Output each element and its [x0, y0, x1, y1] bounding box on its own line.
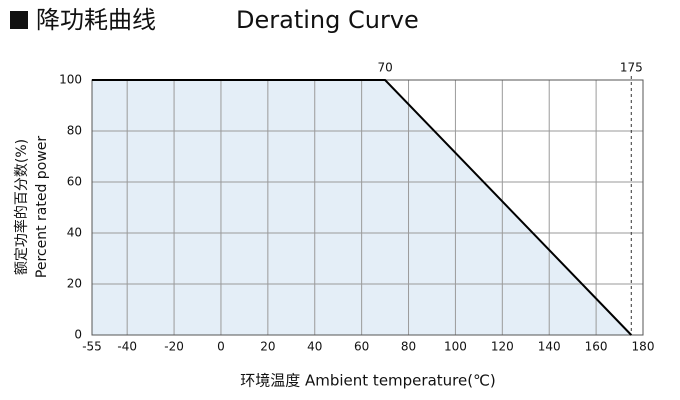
- x-tick-label: 20: [260, 340, 275, 354]
- x-tick-label: -20: [164, 340, 184, 354]
- x-tick-label: 180: [632, 340, 655, 354]
- title-marker: [10, 11, 28, 29]
- x-tick-label: 80: [401, 340, 416, 354]
- annotation: 175: [620, 61, 643, 75]
- y-axis-label: 额定功率的百分数(%): [13, 139, 30, 275]
- x-tick-label: -40: [117, 340, 137, 354]
- chart-title: 降功耗曲线: [36, 6, 156, 34]
- x-axis-label: 环境温度 Ambient temperature(℃): [240, 372, 496, 390]
- x-tick-label: 100: [444, 340, 467, 354]
- x-tick-label: 0: [217, 340, 225, 354]
- annotation: 70: [377, 61, 392, 75]
- line: [92, 79, 632, 336]
- chart-subtitle: Derating Curve: [236, 6, 419, 34]
- x-tick-label: 40: [307, 340, 322, 354]
- y-axis-label: Percent rated power: [34, 136, 50, 278]
- y-tick-label: 0: [74, 328, 82, 342]
- y-tick-label: 60: [67, 175, 82, 189]
- x-tick-label: -55: [82, 340, 102, 354]
- y-tick-label: 20: [67, 277, 82, 291]
- x-tick-label: 160: [585, 340, 608, 354]
- x-tick-label: 140: [538, 340, 561, 354]
- y-tick-label: 100: [59, 73, 82, 87]
- x-tick-label: 120: [491, 340, 514, 354]
- x-tick-label: 60: [354, 340, 369, 354]
- y-tick-label: 80: [67, 124, 82, 138]
- y-tick-label: 40: [67, 226, 82, 240]
